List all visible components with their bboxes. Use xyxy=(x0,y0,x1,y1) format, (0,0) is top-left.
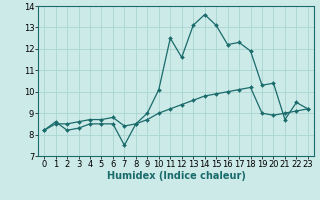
X-axis label: Humidex (Indice chaleur): Humidex (Indice chaleur) xyxy=(107,171,245,181)
